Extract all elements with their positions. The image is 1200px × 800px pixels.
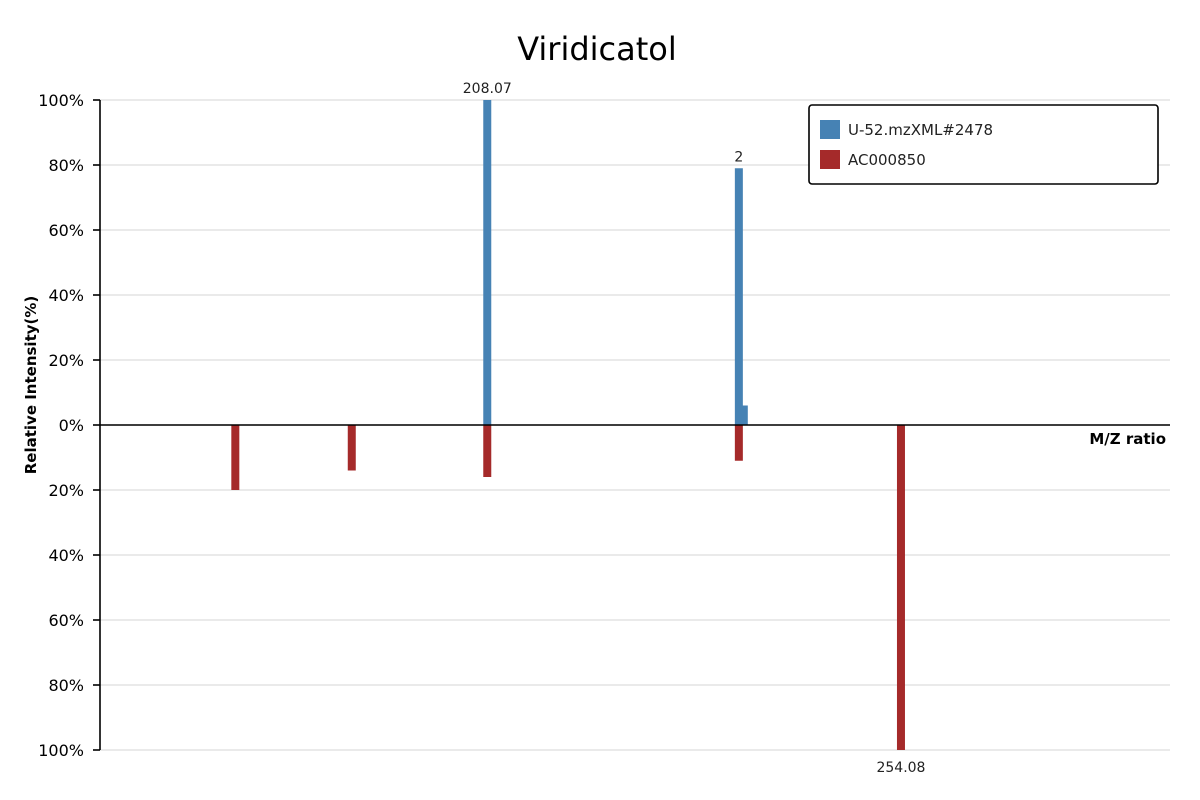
y-tick-label: 100% [38, 91, 84, 110]
y-tick-label: 60% [48, 611, 84, 630]
x-axis-title: M/Z ratio [1089, 430, 1166, 448]
legend: U-52.mzXML#2478 AC000850 [808, 104, 1159, 185]
reference-peak-bar [896, 425, 905, 750]
y-tick-label: 80% [48, 156, 84, 175]
query-peak-bar [483, 100, 492, 425]
query-peak-bar [734, 168, 743, 425]
peak-label: 254.08 [876, 760, 925, 776]
reference-peak-bar [231, 425, 240, 490]
y-tick-label: 0% [59, 416, 84, 435]
legend-swatch-query [820, 120, 840, 139]
y-tick-label: 40% [48, 546, 84, 565]
y-tick-label: 100% [38, 741, 84, 760]
chart-title: Viridicatol [517, 30, 677, 68]
spectrum-peaks [231, 100, 905, 750]
peak-label: 208.07 [463, 81, 512, 97]
legend-label-reference: AC000850 [848, 151, 926, 169]
y-tick-label: 80% [48, 676, 84, 695]
y-tick-label: 20% [48, 481, 84, 500]
query-peak-bar [739, 405, 748, 425]
legend-box [808, 104, 1159, 185]
y-axis-title: Relative Intensity(%) [22, 296, 40, 475]
y-tick-label: 20% [48, 351, 84, 370]
reference-peak-bar [483, 425, 492, 477]
reference-peak-bar [347, 425, 356, 471]
legend-swatch-reference [820, 150, 840, 169]
reference-peak-bar [734, 425, 743, 461]
legend-label-query: U-52.mzXML#2478 [848, 121, 993, 139]
y-tick-label: 40% [48, 286, 84, 305]
y-tick-label: 60% [48, 221, 84, 240]
peak-label: 2 [734, 149, 743, 165]
peak-labels: 208.07 2 254.08 [463, 81, 926, 776]
y-tick-labels: 100% 80% 60% 40% 20% 0% 20% 40% 60% 80% 100% [38, 91, 100, 760]
